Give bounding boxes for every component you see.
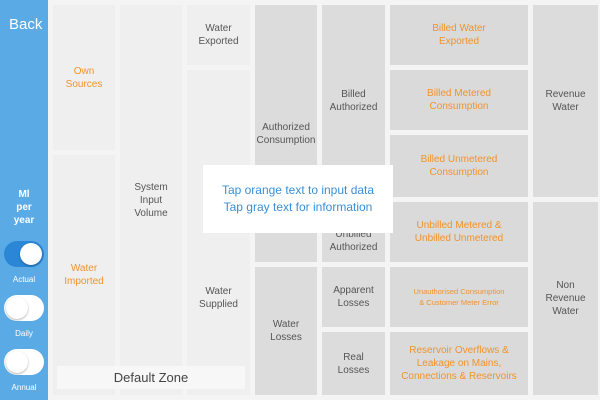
unit-label: Ml per year	[0, 188, 48, 227]
cell-text: Unbilled Unmetered	[414, 233, 504, 244]
balance-cell[interactable]: System Input Volume	[120, 5, 182, 395]
toggle[interactable]	[4, 295, 44, 321]
toggle[interactable]	[4, 349, 44, 375]
cell-text: Losses	[270, 332, 302, 343]
cell-text: Reservoir Overflows &	[409, 345, 509, 356]
balance-cell[interactable]: Own Sources	[53, 5, 115, 150]
cell-text: Losses	[337, 298, 370, 309]
toggle-label: Actual	[12, 275, 36, 284]
cell-text: Unbilled Metered &	[416, 220, 502, 231]
cell-text: Water	[552, 102, 579, 113]
cell-text: Revenue	[545, 89, 586, 100]
balance-cell[interactable]: Unbilled Metered & Unbilled Unmetered	[390, 202, 528, 262]
balance-cell[interactable]: Non Revenue Water	[533, 202, 598, 395]
cell-text: Water	[552, 306, 579, 317]
cell-text: Unbilled	[335, 229, 372, 240]
cell-text: Water	[205, 285, 232, 297]
cell-text: Supplied	[199, 298, 238, 310]
balance-cell[interactable]: Real Losses	[322, 332, 385, 395]
unit-line: year	[13, 215, 35, 226]
cell-text: Non	[556, 280, 575, 291]
cell-text: Billed Metered	[427, 88, 491, 99]
cell-text: Billed	[341, 89, 366, 100]
sidebar: Back Ml per year Actual Daily Annual	[0, 0, 48, 400]
cell-text: Billed Water	[432, 23, 486, 34]
toggle-knob	[6, 351, 28, 373]
hint-text: Tap gray text for information	[223, 200, 373, 214]
balance-cell[interactable]: Reservoir Overflows & Leakage on Mains, Co…	[390, 332, 528, 395]
balance-cell[interactable]: Billed Metered Consumption	[390, 70, 528, 130]
cell-text: Water	[205, 23, 232, 34]
cell-text: Authorized	[329, 102, 378, 113]
unit-line: per	[16, 202, 32, 213]
cell-text: Authorized	[262, 121, 310, 133]
cell-text: Water	[70, 263, 98, 274]
toggle[interactable]	[4, 241, 44, 267]
cell-text: Exported	[438, 36, 480, 47]
cell-text: Consumption	[256, 134, 316, 146]
balance-cell[interactable]: Water Imported	[53, 155, 115, 395]
toggle-label: Daily	[15, 329, 33, 338]
hint-overlay: Tap orange text to input data Tap gray te…	[203, 165, 393, 233]
toggle-label: Annual	[11, 383, 37, 392]
cell-text: Real	[343, 351, 364, 363]
balance-cell[interactable]: Water Exported	[187, 5, 250, 65]
hint-text: Tap orange text to input data	[221, 183, 375, 197]
cell-text: Exported	[198, 36, 239, 47]
unit-line: Ml	[18, 189, 30, 200]
balance-cell[interactable]: Revenue Water	[533, 5, 598, 197]
cell-text: Volume	[134, 207, 168, 219]
cell-text: Authorized	[329, 242, 378, 253]
balance-cell[interactable]: Billed Water Exported	[390, 5, 528, 65]
balance-cell[interactable]: Water Losses	[255, 267, 317, 395]
zone-label[interactable]: Default Zone	[57, 366, 245, 389]
cell-text: Consumption	[429, 101, 489, 112]
cell-text: Losses	[337, 364, 370, 376]
cell-text: Consumption	[429, 167, 489, 178]
cell-text: Own	[73, 65, 95, 77]
toggle-knob	[20, 243, 42, 265]
cell-text: Water	[272, 319, 300, 330]
cell-text: Billed Unmetered	[420, 154, 498, 165]
back-button[interactable]: Back	[9, 16, 43, 33]
cell-text: Leakage on Mains,	[416, 358, 502, 369]
cell-text: Sources	[65, 78, 103, 90]
cell-text: System	[134, 181, 168, 193]
cell-text: Input	[139, 194, 163, 206]
balance-cell[interactable]: Billed Unmetered Consumption	[390, 135, 528, 197]
cell-text: Connections & Reservoirs	[401, 371, 517, 382]
cell-text: Unauthorised Consumption	[413, 287, 505, 296]
cell-text: Apparent	[333, 285, 374, 296]
cell-text: & Customer Meter Error	[419, 298, 499, 307]
cell-text: Imported	[64, 276, 104, 287]
balance-cell[interactable]: Unauthorised Consumption & Customer Meter…	[390, 267, 528, 327]
toggle-knob	[6, 297, 28, 319]
balance-cell[interactable]: Apparent Losses	[322, 267, 385, 327]
cell-text: Revenue	[545, 293, 586, 304]
